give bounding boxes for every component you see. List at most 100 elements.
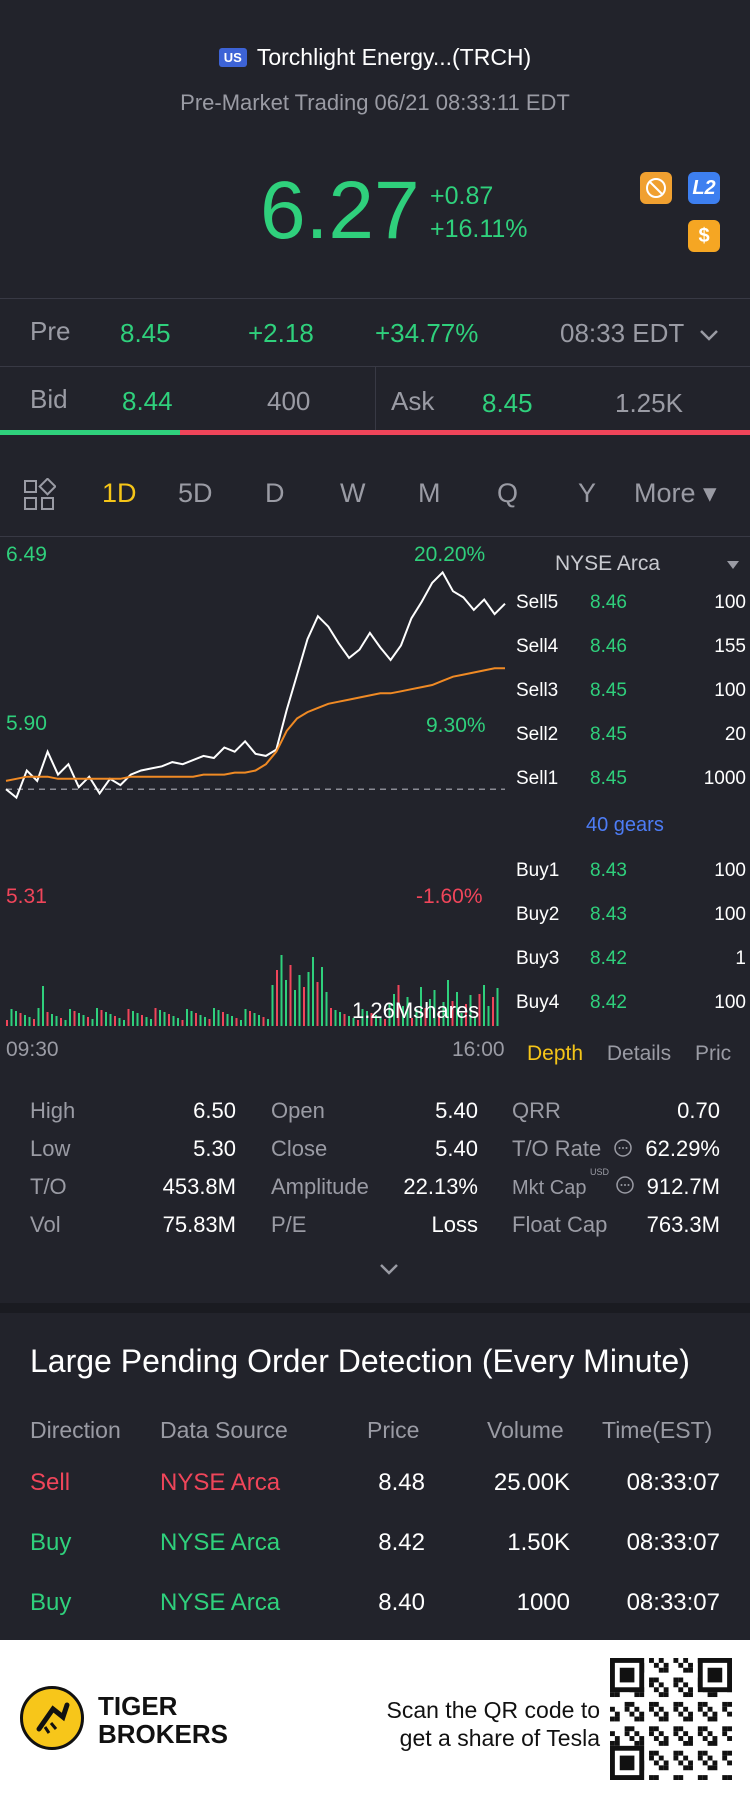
stat-open-label: Open bbox=[271, 1098, 325, 1123]
grid-icon[interactable] bbox=[22, 477, 57, 519]
depth-qty: 1000 bbox=[703, 768, 746, 789]
x-end-label: 16:00 bbox=[452, 1038, 505, 1061]
volume-bar bbox=[109, 1014, 112, 1026]
bid-price: 8.44 bbox=[122, 386, 173, 416]
tab-m[interactable]: M bbox=[418, 478, 441, 508]
dollar-icon[interactable]: $ bbox=[688, 220, 720, 252]
exchange-name: NYSE Arca bbox=[555, 552, 661, 575]
price-chart-svg bbox=[5, 570, 506, 1026]
volume-bar bbox=[411, 1018, 413, 1026]
depth-sell-row[interactable]: Sell2 8.45 20 bbox=[516, 724, 750, 764]
volume-bar bbox=[303, 987, 305, 1026]
qr-code-icon[interactable] bbox=[610, 1658, 732, 1780]
tab-q[interactable]: Q bbox=[497, 478, 519, 508]
volume-bar bbox=[375, 1015, 377, 1026]
depth-qty: 100 bbox=[714, 680, 746, 701]
info-icon-mktcap[interactable] bbox=[615, 1175, 635, 1200]
depth-qty: 100 bbox=[714, 592, 746, 613]
stat-qrr: 0.70 bbox=[677, 1098, 720, 1123]
period-tabs: 1D 5D D W M Q Y More ▾ bbox=[0, 470, 750, 520]
price-line bbox=[5, 570, 506, 800]
brand-name: TIGER BROKERS bbox=[98, 1691, 229, 1749]
volume-bar bbox=[82, 1015, 85, 1026]
depth-price: 8.45 bbox=[590, 680, 627, 701]
exchange-select[interactable]: NYSE Arca bbox=[555, 552, 740, 576]
depth-price: 8.46 bbox=[590, 636, 627, 657]
stat-torate-label: T/O Rate bbox=[512, 1136, 602, 1161]
volume-bar bbox=[438, 1011, 440, 1026]
depth-sell-row[interactable]: Sell1 8.45 1000 bbox=[516, 768, 750, 808]
tab-y[interactable]: Y bbox=[578, 478, 597, 508]
depth-buy-row[interactable]: Buy2 8.43 100 bbox=[516, 904, 750, 944]
col-price: Price bbox=[367, 1417, 420, 1443]
no-trade-icon[interactable] bbox=[640, 172, 672, 204]
volume-bar bbox=[217, 1010, 220, 1026]
stat-amp-label: Amplitude bbox=[271, 1174, 369, 1199]
tab-5d[interactable]: 5D bbox=[178, 478, 213, 508]
pre-time: 08:33 EDT bbox=[560, 318, 684, 348]
volume-bar bbox=[384, 1019, 386, 1026]
volume-bar bbox=[123, 1020, 125, 1026]
depth-sell-row[interactable]: Sell5 8.46 100 bbox=[516, 592, 750, 632]
order-price: 8.40 bbox=[378, 1589, 425, 1616]
depth-buy-row[interactable]: Buy4 8.42 100 bbox=[516, 992, 750, 1032]
tab-depth[interactable]: Depth bbox=[527, 1042, 584, 1065]
ask-price: 8.45 bbox=[482, 388, 533, 418]
order-price: 8.48 bbox=[378, 1469, 425, 1496]
order-direction: Sell bbox=[30, 1469, 71, 1496]
volume-bar bbox=[249, 1011, 251, 1026]
ask-label: Ask bbox=[391, 386, 435, 416]
expand-chevron-icon[interactable] bbox=[378, 1262, 400, 1281]
info-icon[interactable] bbox=[613, 1138, 633, 1163]
volume-bar bbox=[213, 1008, 215, 1026]
pre-time-select[interactable]: 08:33 EDT bbox=[560, 318, 719, 349]
col-direction: Direction bbox=[30, 1417, 121, 1443]
stat-floatcap: 763.3M bbox=[646, 1212, 720, 1237]
depth-sell-row[interactable]: Sell4 8.46 155 bbox=[516, 636, 750, 676]
depth-qty: 20 bbox=[724, 724, 746, 745]
depth-level-label: Buy3 bbox=[516, 948, 560, 969]
depth-sell-row[interactable]: Sell3 8.45 100 bbox=[516, 680, 750, 720]
tab-w[interactable]: W bbox=[340, 478, 366, 508]
depth-qty: 1 bbox=[735, 948, 746, 969]
tab-details[interactable]: Details bbox=[606, 1042, 672, 1065]
volume-bar bbox=[181, 1020, 184, 1026]
x-start-label: 09:30 bbox=[6, 1038, 59, 1061]
volume-bar bbox=[424, 1008, 427, 1026]
depth-level-label: Buy4 bbox=[516, 992, 560, 1013]
depth-level-label: Buy1 bbox=[516, 860, 560, 881]
stat-mktcap-label: Mkt Cap bbox=[512, 1177, 587, 1199]
col-volume: Volume bbox=[487, 1417, 564, 1443]
trading-session: Pre-Market Trading 06/21 08:33:11 EDT bbox=[180, 90, 570, 115]
volume-bar bbox=[388, 1003, 391, 1026]
intraday-chart[interactable] bbox=[0, 540, 510, 1040]
level2-icon[interactable]: L2 bbox=[688, 172, 720, 204]
depth-price: 8.45 bbox=[590, 724, 627, 745]
volume-bar bbox=[348, 1016, 350, 1026]
depth-buy-row[interactable]: Buy3 8.42 1 bbox=[516, 948, 750, 988]
volume-bar bbox=[456, 992, 458, 1026]
volume-bar bbox=[37, 1008, 40, 1026]
volume-bar bbox=[321, 967, 323, 1026]
depth-level-label: Sell1 bbox=[516, 768, 559, 789]
volume-bar bbox=[420, 987, 422, 1026]
bid-label: Bid bbox=[30, 384, 68, 414]
tab-1d[interactable]: 1D bbox=[102, 478, 137, 508]
depth-price: 8.42 bbox=[590, 992, 627, 1013]
depth-buy-row[interactable]: Buy1 8.43 100 bbox=[516, 860, 750, 900]
tab-d[interactable]: D bbox=[265, 478, 285, 508]
stat-vol: 75.83M bbox=[162, 1212, 236, 1237]
col-source: Data Source bbox=[160, 1417, 288, 1443]
volume-bar bbox=[253, 1013, 256, 1026]
tab-price[interactable]: Pric bbox=[694, 1042, 732, 1065]
volume-bar bbox=[289, 965, 292, 1026]
gears-link[interactable]: 40 gears bbox=[586, 814, 664, 836]
stat-pe-label: P/E bbox=[271, 1212, 307, 1237]
order-volume: 1000 bbox=[516, 1589, 570, 1616]
volume-bar bbox=[55, 1016, 58, 1026]
stat-low: 5.30 bbox=[193, 1136, 236, 1161]
volume-bar bbox=[150, 1019, 152, 1026]
volume-bar bbox=[60, 1018, 62, 1026]
volume-bar bbox=[271, 985, 274, 1026]
tab-more[interactable]: More ▾ bbox=[634, 478, 717, 508]
